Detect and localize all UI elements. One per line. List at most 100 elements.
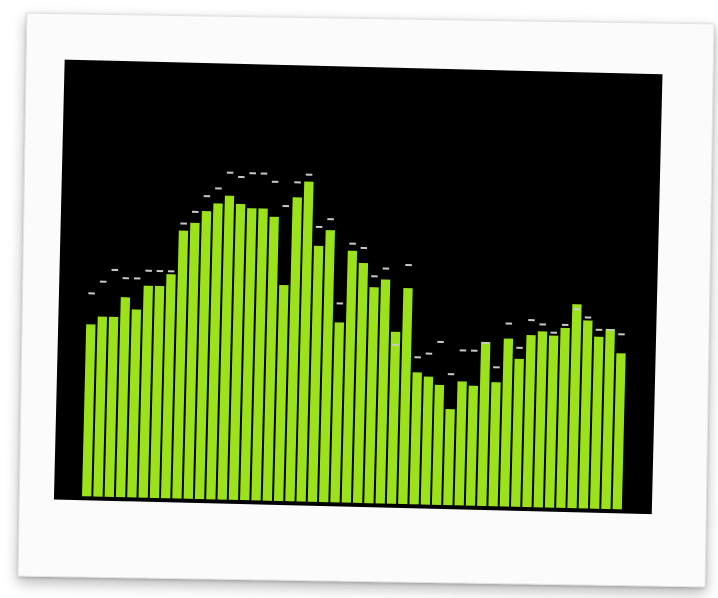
spectrum-bar: [330, 322, 345, 503]
spectrum-bar: [499, 338, 514, 507]
spectrum-display: [53, 59, 663, 515]
spectrum-bar: [127, 309, 142, 498]
peak-marker: [271, 180, 279, 183]
spectrum-bar: [443, 409, 455, 506]
spectrum-bar: [612, 353, 626, 510]
spectrum-bar: [82, 324, 96, 497]
spectrum-bar: [285, 197, 302, 502]
peak-marker: [122, 277, 130, 280]
peak-marker: [459, 349, 467, 352]
peak-marker: [425, 352, 433, 355]
spectrum-bar: [228, 203, 246, 501]
peak-marker: [315, 225, 323, 228]
peak-marker: [327, 218, 334, 221]
peak-marker: [99, 280, 107, 283]
peak-marker: [528, 319, 535, 322]
peak-marker: [493, 366, 500, 369]
spectrum-bar: [544, 335, 559, 508]
spectrum-bar: [307, 245, 324, 502]
spectrum-bar: [431, 384, 445, 505]
spectrum-bar: [206, 203, 223, 500]
peak-marker: [447, 373, 455, 376]
peak-marker: [561, 323, 569, 327]
peak-marker: [336, 302, 344, 305]
peak-marker: [550, 331, 558, 334]
spectrum-bar: [398, 287, 413, 505]
spectrum-bar: [251, 208, 268, 501]
peak-marker: [505, 322, 513, 325]
spectrum-bar: [454, 381, 467, 506]
peak-marker: [584, 316, 592, 319]
peak-marker: [249, 172, 256, 175]
peak-marker: [482, 341, 489, 345]
spectrum-bar: [138, 285, 153, 498]
spectrum-bar: [589, 336, 604, 509]
spectrum-bar: [160, 274, 176, 499]
spectrum-bar: [273, 284, 289, 502]
peak-marker: [539, 323, 546, 326]
peak-marker: [305, 173, 313, 176]
spectrum-bar: [240, 208, 257, 501]
spectrum-bar: [364, 287, 379, 504]
peak-marker: [405, 264, 412, 267]
spectrum-bar: [556, 327, 570, 509]
peak-marker: [414, 356, 421, 359]
spectrum-bar: [567, 304, 582, 509]
peak-marker: [238, 175, 245, 179]
peak-marker: [180, 222, 187, 225]
spectrum-bar: [352, 262, 369, 504]
peak-marker: [191, 210, 199, 213]
spectrum-chart: [82, 171, 626, 510]
peak-marker: [111, 268, 119, 272]
spectrum-bar: [465, 385, 479, 506]
spectrum-bar: [533, 331, 548, 508]
spectrum-bar: [217, 195, 235, 500]
peak-marker: [360, 246, 368, 250]
spectrum-bar: [375, 279, 391, 504]
spectrum-bar: [420, 376, 434, 505]
spectrum-bar: [488, 382, 501, 507]
peak-marker: [203, 195, 211, 198]
peak-marker: [88, 292, 95, 295]
peak-marker: [437, 340, 444, 343]
peak-marker: [470, 349, 478, 352]
spectrum-bar: [522, 335, 536, 508]
peak-marker: [573, 308, 581, 311]
photo-frame: [17, 12, 715, 588]
spectrum-bar: [115, 297, 131, 498]
spectrum-bar: [262, 216, 279, 501]
peak-marker: [167, 270, 175, 273]
spectrum-bar: [386, 331, 401, 504]
spectrum-bar: [194, 211, 212, 500]
peak-marker: [156, 269, 164, 273]
spectrum-bar: [104, 316, 119, 497]
peak-marker: [215, 187, 222, 190]
peak-marker: [349, 242, 356, 245]
spectrum-bar: [183, 222, 200, 499]
peak-marker: [382, 267, 390, 270]
spectrum-bar: [149, 285, 165, 499]
spectrum-bar: [172, 230, 189, 499]
spectrum-bar: [578, 320, 593, 509]
peak-marker: [226, 171, 234, 174]
spectrum-bar: [601, 328, 615, 510]
spectrum-bar: [510, 358, 524, 507]
peak-marker: [260, 172, 268, 175]
spectrum-bar: [319, 230, 335, 503]
peak-marker: [294, 181, 301, 184]
spectrum-bar: [93, 316, 108, 497]
peak-marker: [282, 205, 290, 208]
spectrum-bar: [296, 181, 314, 502]
peak-marker: [595, 328, 603, 331]
peak-marker: [145, 269, 152, 272]
spectrum-bar: [341, 250, 358, 503]
spectrum-bar: [477, 341, 491, 507]
peak-marker: [133, 277, 141, 280]
spectrum-bar: [409, 372, 422, 505]
peak-marker: [392, 343, 399, 346]
peak-marker: [618, 333, 625, 336]
peak-marker: [371, 275, 378, 278]
peak-marker: [607, 328, 614, 332]
peak-marker: [516, 346, 523, 349]
